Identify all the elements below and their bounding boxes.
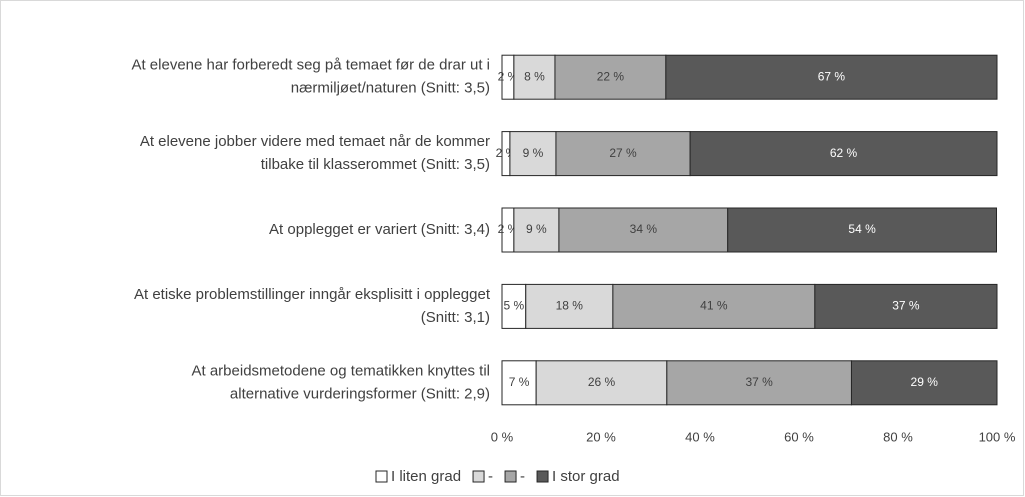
x-tick-label: 60 % — [784, 429, 814, 444]
category-label: At etiske problemstillinger inngår ekspl… — [134, 286, 491, 303]
x-tick-label: 40 % — [685, 429, 715, 444]
bar-segment — [501, 360, 537, 406]
data-label: 27 % — [609, 146, 637, 160]
bar-segment — [535, 360, 668, 406]
data-label: 67 % — [818, 69, 846, 83]
bar-segment — [666, 360, 852, 406]
data-label: 62 % — [830, 146, 858, 160]
category-label: alternative vurderingsformer (Snitt: 2,9… — [230, 385, 490, 402]
x-tick-label: 0 % — [491, 429, 514, 444]
bar-segment — [554, 54, 667, 100]
category-label: tilbake til klasserommet (Snitt: 3,5) — [261, 156, 490, 173]
x-tick-label: 80 % — [883, 429, 913, 444]
bar-segment — [727, 207, 998, 253]
x-tick-label: 100 % — [979, 429, 1016, 444]
data-label: 29 % — [911, 375, 939, 389]
category-label: At elevene har forberedt seg på temaet f… — [131, 57, 490, 74]
bar-segment — [850, 360, 998, 406]
legend-swatch — [504, 470, 517, 483]
data-label: 9 % — [526, 222, 547, 236]
data-label: 8 % — [524, 69, 545, 83]
legend-swatch — [536, 470, 549, 483]
x-tick-label: 20 % — [586, 429, 616, 444]
category-label: nærmiljøet/naturen (Snitt: 3,5) — [291, 80, 490, 97]
legend-label: I liten grad — [391, 468, 461, 485]
bar-segment — [555, 131, 691, 177]
data-label: 54 % — [848, 222, 876, 236]
data-label: 7 % — [509, 375, 530, 389]
legend-label: I stor grad — [552, 468, 620, 485]
legend-label: - — [520, 468, 525, 485]
bar-segment — [513, 207, 560, 253]
category-label: At arbeidsmetodene og tematikken knyttes… — [192, 362, 491, 379]
data-label: 9 % — [523, 146, 544, 160]
data-label: 26 % — [588, 375, 616, 389]
bar-segment — [814, 283, 998, 329]
data-label: 37 % — [745, 375, 773, 389]
legend-swatch — [375, 470, 388, 483]
data-label: 2 % — [498, 222, 519, 236]
data-label: 2 % — [498, 69, 519, 83]
bar-segment — [525, 283, 614, 329]
bar-segment — [665, 54, 998, 100]
category-label: At elevene jobber videre med temaet når … — [140, 133, 490, 150]
data-label: 41 % — [700, 299, 728, 313]
bar-segment — [558, 207, 729, 253]
data-label: 34 % — [630, 222, 658, 236]
category-label: At opplegget er variert (Snitt: 3,4) — [269, 221, 490, 238]
legend-swatch — [472, 470, 485, 483]
data-label: 37 % — [892, 299, 920, 313]
bar-segment — [509, 131, 557, 177]
bar-segment — [689, 131, 998, 177]
data-label: 5 % — [504, 299, 525, 313]
legend-label: - — [488, 468, 493, 485]
data-label: 18 % — [556, 299, 584, 313]
data-label: 22 % — [597, 69, 625, 83]
category-label: (Snitt: 3,1) — [421, 309, 490, 326]
